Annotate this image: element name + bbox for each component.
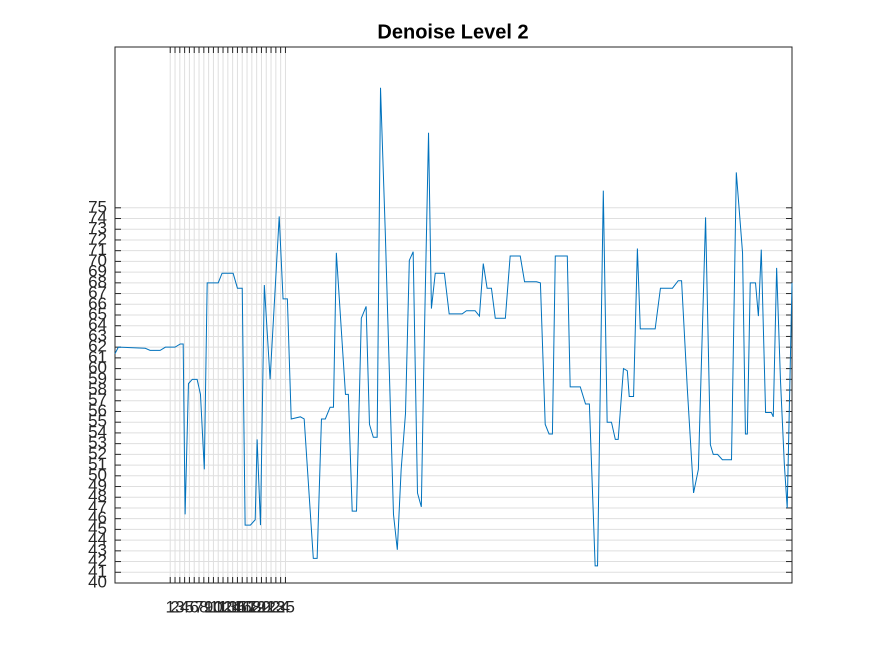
x-tick-label: 11 — [209, 597, 227, 616]
y-tick-label: 47 — [88, 497, 107, 516]
x-tick-label: 20 — [252, 597, 271, 616]
y-tick-label: 50 — [88, 465, 107, 484]
x-tick-label: 9 — [204, 597, 213, 616]
x-tick-label: 22 — [262, 597, 281, 616]
data-line — [114, 87, 793, 567]
x-tick-label: 3 — [175, 597, 184, 616]
y-tick-label: 69 — [88, 262, 107, 281]
x-tick-label: 14 — [223, 597, 242, 616]
x-tick-label: 23 — [266, 597, 285, 616]
y-tick-label: 71 — [88, 240, 107, 259]
y-tick-label: 52 — [88, 444, 107, 463]
y-tick-label: 49 — [88, 476, 107, 495]
y-tick-label: 67 — [88, 283, 107, 302]
x-tick-label: 17 — [238, 597, 257, 616]
x-tick-label: 5 — [185, 597, 194, 616]
x-tick-label: 7 — [194, 597, 203, 616]
x-tick-label: 1 — [165, 597, 174, 616]
x-tick-label: 4 — [180, 597, 189, 616]
x-tick-label: 24 — [271, 597, 290, 616]
y-tick-label: 58 — [88, 380, 107, 399]
y-tick-label: 66 — [88, 294, 107, 313]
y-tick-label: 59 — [88, 369, 107, 388]
y-tick-label: 74 — [88, 208, 107, 227]
y-tick-label: 64 — [88, 315, 107, 334]
chart-title: Denoise Level 2 — [377, 21, 528, 43]
x-tick-label: 16 — [233, 597, 252, 616]
x-tick-label: 2 — [170, 597, 179, 616]
y-tick-label: 44 — [88, 530, 107, 549]
y-tick-label: 41 — [88, 562, 107, 581]
x-tick-label: 18 — [242, 597, 261, 616]
y-tick-label: 57 — [88, 390, 107, 409]
x-tick-label: 19 — [247, 597, 266, 616]
y-tick-label: 68 — [88, 272, 107, 291]
y-tick-label: 42 — [88, 551, 107, 570]
y-tick-label: 61 — [88, 347, 107, 366]
y-tick-label: 62 — [88, 337, 107, 356]
y-tick-label: 73 — [88, 219, 107, 238]
y-tick-label: 65 — [88, 304, 107, 323]
y-tick-label: 40 — [88, 572, 107, 591]
y-tick-label: 48 — [88, 487, 107, 506]
y-tick-label: 60 — [88, 358, 107, 377]
y-tick-label: 70 — [88, 251, 107, 270]
y-tick-label: 56 — [88, 401, 107, 420]
x-tick-label: 12 — [214, 597, 233, 616]
x-tick-label: 25 — [276, 597, 295, 616]
x-tick-label: 8 — [199, 597, 208, 616]
y-tick-label: 46 — [88, 508, 107, 527]
y-tick-label: 63 — [88, 326, 107, 345]
x-tick-label: 13 — [218, 597, 237, 616]
x-tick-label: 15 — [228, 597, 247, 616]
y-tick-label: 45 — [88, 519, 107, 538]
y-tick-label: 53 — [88, 433, 107, 452]
y-tick-label: 54 — [88, 422, 107, 441]
y-tick-label: 55 — [88, 412, 107, 431]
y-tick-label: 75 — [88, 197, 107, 216]
y-tick-label: 51 — [88, 455, 107, 474]
plot-frame — [114, 46, 793, 584]
x-tick-label: 10 — [204, 597, 223, 616]
y-tick-label: 72 — [88, 229, 107, 248]
y-tick-label: 43 — [88, 540, 107, 559]
x-tick-label: 6 — [189, 597, 198, 616]
x-tick-label: 21 — [257, 597, 276, 616]
